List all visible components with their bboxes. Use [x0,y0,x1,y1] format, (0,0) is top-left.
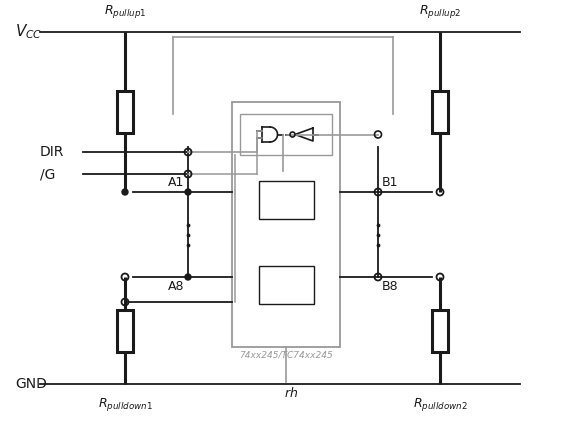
Text: $\mathit{rh}$: $\mathit{rh}$ [284,386,298,400]
Text: A8: A8 [167,280,184,293]
Text: GND: GND [15,377,47,391]
Text: $V_{CC}$: $V_{CC}$ [15,23,42,41]
Bar [240,114,332,155]
Text: B1: B1 [382,176,398,189]
Circle shape [122,189,128,195]
Bar [432,91,448,133]
Text: B8: B8 [382,280,399,293]
Text: $R_{pullup2}$: $R_{pullup2}$ [419,3,461,20]
Bar [117,91,133,133]
Bar [432,309,448,352]
Circle shape [185,189,191,195]
Text: DIR: DIR [40,145,64,159]
Text: /G: /G [40,167,55,181]
Bar [117,309,133,352]
Bar [232,102,340,347]
Text: $R_{pulldown1}$: $R_{pulldown1}$ [98,396,153,413]
Text: $R_{pullup1}$: $R_{pullup1}$ [104,3,146,20]
Text: A1: A1 [168,176,184,189]
Bar [259,266,314,304]
Bar [259,181,314,219]
Text: $R_{pulldown2}$: $R_{pulldown2}$ [412,396,467,413]
Circle shape [185,274,191,280]
Text: 74xx245/TC74xx245: 74xx245/TC74xx245 [239,351,333,360]
